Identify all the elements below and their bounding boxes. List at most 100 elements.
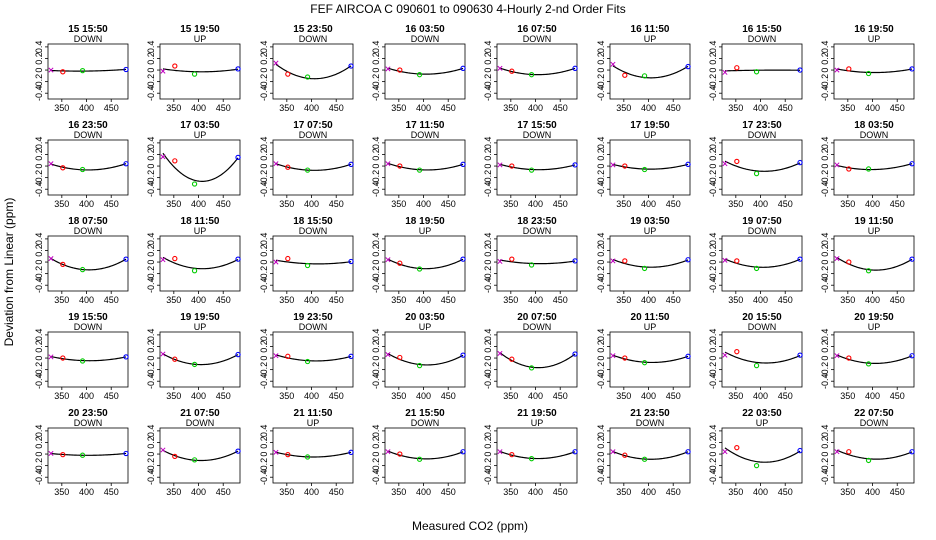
data-point <box>60 451 66 458</box>
y-tick-label: -0.4 <box>34 469 44 485</box>
data-point <box>509 163 515 169</box>
y-tick-label: -0.2 <box>34 266 44 282</box>
x-tick-label: 350 <box>840 295 855 305</box>
panel-direction-label: DOWN <box>523 226 552 236</box>
panel-direction-label: DOWN <box>748 34 777 44</box>
x-tick-label: 350 <box>391 295 406 305</box>
y-tick-label: -0.2 <box>708 170 718 186</box>
y-tick-label: 0 <box>371 164 381 169</box>
panel-time-label: 21 15:50 <box>405 408 445 419</box>
x-tick-label: 350 <box>728 295 743 305</box>
x-tick-label: 450 <box>553 391 568 401</box>
y-tick-label: -0.4 <box>146 85 156 101</box>
panel-frame <box>47 139 129 196</box>
panel-frame <box>47 427 129 484</box>
y-tick-label: 0.4 <box>146 329 156 342</box>
y-tick-label: 0.2 <box>820 148 830 161</box>
y-tick-label: 0.4 <box>708 233 718 246</box>
y-tick-label: -0.4 <box>483 181 493 197</box>
data-point <box>572 258 578 264</box>
y-tick-label: -0.2 <box>259 266 269 282</box>
x-tick-label: 450 <box>441 295 456 305</box>
data-point <box>460 449 466 455</box>
x-tick-label: 450 <box>216 199 231 209</box>
y-tick-label: -0.4 <box>708 181 718 197</box>
data-point <box>834 353 840 359</box>
fit-curve <box>612 450 689 460</box>
panel-frame <box>721 43 803 100</box>
y-tick-label: 0.2 <box>371 340 381 353</box>
fit-curve <box>499 67 576 76</box>
data-point-stroke <box>160 154 166 160</box>
data-point <box>797 447 803 454</box>
data-point-stroke <box>834 449 840 455</box>
data-point <box>385 352 391 358</box>
x-tick-label: 450 <box>104 391 119 401</box>
panel-frame <box>159 235 241 292</box>
data-point <box>685 257 691 263</box>
panel-frame <box>721 331 803 388</box>
panel-frame <box>272 331 354 388</box>
data-point-stroke <box>273 161 279 167</box>
y-tick-label: -0.2 <box>371 74 381 90</box>
y-tick-label: -0.2 <box>371 362 381 378</box>
data-point <box>123 354 129 360</box>
x-tick-label: 350 <box>54 487 69 497</box>
data-point <box>509 451 515 458</box>
panel-direction-label: UP <box>644 322 657 332</box>
x-tick-label: 350 <box>279 199 294 209</box>
x-tick-label: 450 <box>329 103 344 113</box>
y-tick-label: -0.2 <box>596 362 606 378</box>
y-tick-label: -0.2 <box>259 170 269 186</box>
data-point <box>348 353 354 359</box>
panel-direction-label: DOWN <box>636 418 665 428</box>
data-point <box>385 161 391 167</box>
y-tick-label: -0.4 <box>34 373 44 389</box>
panel-time-label: 20 19:50 <box>854 312 894 323</box>
fit-curve <box>499 450 576 460</box>
panel-time-label: 16 03:50 <box>405 24 445 35</box>
x-tick-label: 450 <box>329 487 344 497</box>
fit-curve <box>162 256 239 270</box>
x-tick-label: 400 <box>753 199 768 209</box>
data-point <box>753 462 760 469</box>
panel-frame <box>833 427 915 484</box>
y-tick-label: 0 <box>596 164 606 169</box>
data-point-stroke <box>385 449 391 455</box>
data-point-stroke <box>385 352 391 358</box>
data-point <box>385 449 391 455</box>
data-point <box>285 451 291 458</box>
y-tick-label: -0.2 <box>146 74 156 90</box>
x-tick-label: 350 <box>840 487 855 497</box>
data-point-stroke <box>273 259 279 265</box>
panel-time-label: 22 07:50 <box>854 408 894 419</box>
panel-time-label: 16 23:50 <box>68 120 108 131</box>
panel-direction-label: UP <box>194 322 207 332</box>
x-tick-label: 450 <box>666 295 681 305</box>
y-tick-label: 0 <box>371 452 381 457</box>
panel-direction-label: DOWN <box>299 322 328 332</box>
y-tick-label: 0.2 <box>34 52 44 65</box>
fit-curve <box>499 163 576 171</box>
y-tick-label: 0.2 <box>259 244 269 257</box>
data-point <box>622 355 628 361</box>
y-tick-label: 0.2 <box>371 436 381 449</box>
panel-time-label: 16 07:50 <box>517 24 557 35</box>
x-tick-label: 400 <box>753 487 768 497</box>
data-point <box>60 69 66 75</box>
x-tick-label: 450 <box>441 487 456 497</box>
data-point <box>622 452 628 458</box>
data-point <box>610 258 616 264</box>
y-tick-label: -0.2 <box>483 266 493 282</box>
y-tick-label: 0.2 <box>708 244 718 257</box>
y-tick-label: 0.2 <box>596 244 606 257</box>
panel-time-label: 18 03:50 <box>854 120 894 131</box>
panel-time-label: 19 23:50 <box>293 312 333 323</box>
x-tick-label: 450 <box>553 295 568 305</box>
fit-curve <box>499 259 576 265</box>
